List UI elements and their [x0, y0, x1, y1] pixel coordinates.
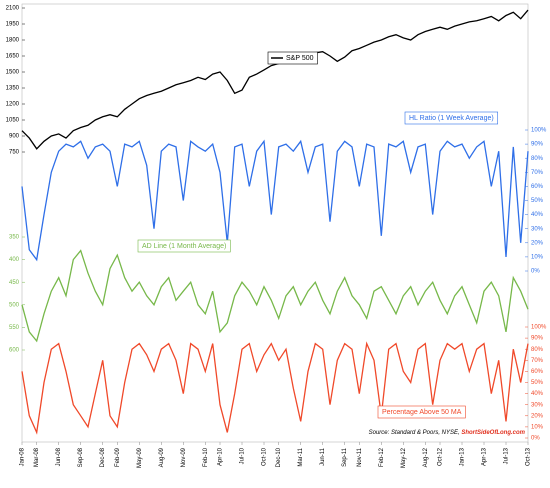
y-tick-label: 1500	[6, 70, 20, 76]
y-tick-label: 10%	[531, 254, 544, 260]
y-tick-label: 70%	[531, 358, 544, 364]
y-tick-label: 20%	[531, 413, 544, 419]
y-tick-label: 80%	[531, 347, 544, 353]
y-tick-label: 1650	[6, 54, 20, 60]
y-tick-label: 60%	[531, 184, 544, 190]
y-tick-label: 750	[9, 150, 20, 156]
x-tick-label: Jan-08	[20, 447, 26, 466]
y-tick-label: 80%	[531, 156, 544, 162]
y-tick-label: 350	[9, 235, 20, 241]
y-tick-label: 450	[9, 280, 20, 286]
x-tick-label: May-09	[137, 447, 143, 468]
legend-label: Percentage Above 50 MA	[382, 409, 462, 416]
plot-frame	[21, 3, 529, 443]
x-tick-label: Feb-09	[115, 447, 121, 467]
legend-box	[404, 111, 499, 125]
y-tick-label: 50%	[531, 198, 544, 204]
series-line	[21, 341, 529, 435]
y-tick-label: 40%	[531, 391, 544, 397]
y-tick-label: 1200	[6, 102, 20, 108]
x-tick-label: Jun-08	[56, 447, 62, 466]
y-tick-label: 90%	[531, 142, 544, 148]
y-tick-label: 500	[9, 302, 20, 308]
y-tick-label: 900	[9, 134, 20, 140]
x-tick-label: Aug-09	[159, 447, 165, 467]
y-tick-label: 550	[9, 325, 20, 331]
y-tick-label: 600	[9, 348, 20, 354]
y-tick-label: 90%	[531, 336, 544, 342]
x-tick-label: May-12	[401, 447, 407, 468]
y-tick-label: 30%	[531, 226, 544, 232]
y-tick-label: 1950	[6, 22, 20, 28]
legend-box	[267, 51, 318, 65]
x-tick-label: Sep-11	[342, 447, 348, 467]
x-tick-label: Apr-10	[218, 447, 224, 466]
series-line	[21, 249, 529, 343]
x-tick-label: Oct-13	[526, 447, 532, 466]
legend-label: HL Ratio (1 Week Average)	[409, 115, 494, 122]
y-tick-label: 0%	[531, 269, 540, 275]
y-tick-label: 50%	[531, 380, 544, 386]
y-tick-label: 70%	[531, 170, 544, 176]
y-tick-label: 40%	[531, 212, 544, 218]
y-tick-label: 30%	[531, 402, 544, 408]
x-tick-label: Oct-12	[438, 447, 444, 466]
y-tick-label: 0%	[531, 436, 540, 442]
y-tick-label: 1350	[6, 86, 20, 92]
x-tick-label: Dec-08	[100, 447, 106, 467]
x-tick-label: Dec-10	[276, 447, 282, 467]
x-tick-label: Mar-08	[34, 447, 40, 467]
y-tick-label: 10%	[531, 424, 544, 430]
legend-label: S&P 500	[286, 55, 314, 62]
x-tick-label: Aug-12	[423, 447, 429, 467]
legend-box	[137, 239, 231, 253]
legend-label: AD Line (1 Month Average)	[142, 243, 226, 250]
legend-box	[377, 405, 466, 419]
x-tick-label: Nov-11	[357, 447, 363, 467]
series-line	[21, 139, 529, 262]
source: Source: Standard & Poors, NYSE, ShortSid…	[369, 430, 526, 436]
x-tick-label: Mar-11	[298, 447, 304, 466]
y-tick-label: 20%	[531, 240, 544, 246]
x-tick-label: Feb-10	[203, 447, 209, 467]
x-tick-label: Jun-11	[320, 447, 326, 466]
series-line	[21, 9, 529, 150]
source-text: Source: Standard & Poors, NYSE,	[369, 430, 462, 436]
x-tick-label: Jan-13	[460, 447, 466, 466]
x-tick-label: Sep-08	[78, 447, 84, 467]
x-tick-label: Apr-13	[482, 447, 488, 466]
y-tick-label: 100%	[531, 128, 547, 134]
x-tick-label: Jul-10	[240, 447, 246, 464]
source-site: ShortSideOfLong.com	[461, 430, 525, 436]
y-tick-label: 1050	[6, 118, 20, 124]
x-tick-label: Nov-09	[181, 447, 187, 467]
x-tick-label: Feb-12	[379, 447, 385, 467]
x-tick-label: Jul-13	[504, 447, 510, 464]
y-tick-label: 2100	[6, 6, 20, 12]
y-tick-label: 1800	[6, 38, 20, 44]
y-tick-label: 100%	[531, 325, 547, 331]
y-tick-label: 400	[9, 257, 20, 263]
x-tick-label: Oct-10	[262, 447, 268, 466]
y-tick-label: 60%	[531, 369, 544, 375]
